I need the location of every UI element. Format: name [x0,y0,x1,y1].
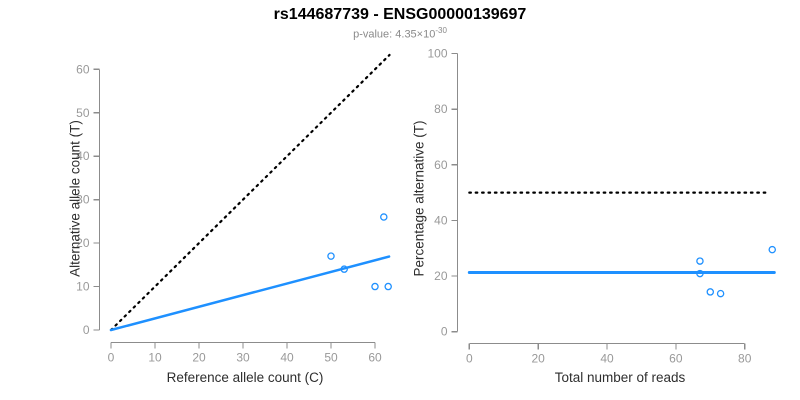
identity-line [109,53,391,332]
y-tick-label: 20 [76,236,90,250]
pvalue-text: p-value: 4.35×10 [353,28,436,41]
y-tick-label: 50 [76,106,90,120]
y-tick-label: 40 [434,213,448,227]
data-point [696,269,704,278]
x-tick-label: 30 [236,351,250,365]
x-tick-label: 80 [738,352,752,366]
data-point [696,257,704,265]
y-tick-label: 80 [434,102,448,116]
y-tick-label: 10 [76,280,90,294]
plot-subtitle: p-value: 4.35×10-30 [0,26,800,41]
x-tick-label: 40 [600,352,614,366]
data-point [340,265,348,273]
x-tick-label: 20 [531,352,545,366]
x-tick-label: 60 [368,351,382,365]
x-axis-label-right: Total number of reads [554,370,686,385]
data-point [371,282,379,291]
x-tick-label: 20 [192,351,206,365]
y-tick-label: 100 [427,47,447,61]
y-tick-label: 60 [76,62,90,76]
y-axis-label-right: Percentage alternative (T) [411,120,427,277]
data-point [768,245,776,254]
fit-line [109,255,391,332]
data-point [716,289,725,298]
data-point [706,288,715,296]
data-point [384,282,392,291]
y-tick-label: 0 [441,325,448,339]
x-tick-label: 40 [280,351,294,365]
pvalue-exponent: -30 [435,26,447,35]
x-tick-label: 60 [669,352,683,366]
right-plot: 0 20 40 60 80 0 20 40 60 80 100 [427,47,776,366]
y-tick-label: 20 [434,269,448,283]
plot-title: rs144687739 - ENSG00000139697 [273,6,527,23]
axes [451,52,746,350]
data-point [327,252,335,260]
y-axis-label-left: Alternative allele count (T) [67,120,83,277]
y-tick-label: 60 [434,158,448,172]
x-tick-label: 0 [108,351,115,365]
y-tick-label: 0 [83,323,90,337]
axes [93,68,376,349]
y-tick-label: 40 [76,149,90,163]
x-tick-label: 10 [148,351,162,365]
x-tick-label: 0 [466,352,473,366]
x-axis-label-left: Reference allele count (C) [166,370,324,385]
x-tick-label: 50 [324,351,338,365]
left-plot: 0 10 20 30 40 50 60 0 10 20 30 40 50 60 [76,53,392,365]
data-point [380,213,388,221]
y-tick-label: 30 [76,193,90,207]
